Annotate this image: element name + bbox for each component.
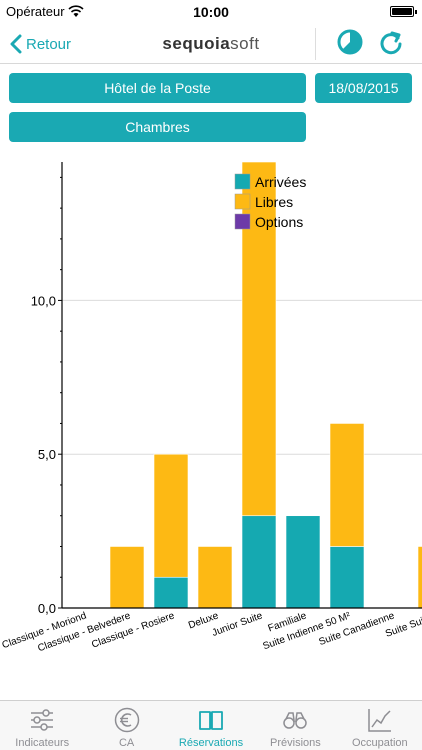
y-tick-label: 0,0: [38, 601, 56, 616]
tab-occupation[interactable]: Occupation: [338, 701, 422, 750]
legend-swatch: [234, 173, 251, 190]
carrier-label: Opérateur: [6, 4, 65, 19]
tab-label: CA: [118, 737, 135, 749]
bar-arrivées: [153, 576, 189, 609]
clock: 10:00: [193, 4, 229, 20]
hotel-selector-button[interactable]: Hôtel de la Poste: [9, 73, 306, 103]
tab-label: Prévisions: [270, 737, 321, 749]
legend-label: Arrivées: [255, 174, 306, 190]
category-selector-button[interactable]: Chambres: [9, 112, 306, 142]
tab-label: Occupation: [352, 737, 408, 749]
y-tick-label: 5,0: [38, 447, 56, 462]
legend-label: Options: [255, 214, 303, 230]
trend-chart-icon: [368, 709, 391, 732]
bar-libres: [109, 546, 145, 609]
back-button[interactable]: Retour: [10, 30, 71, 58]
wifi-icon: [68, 5, 84, 17]
euro-icon: [114, 707, 139, 733]
tab-previsions[interactable]: Prévisions: [253, 701, 337, 750]
date-selector-button[interactable]: 18/08/2015: [315, 73, 412, 103]
tab-bar: Indicateurs CA Réservations Prévisions: [0, 700, 422, 750]
bar-libres: [417, 546, 422, 609]
chevron-left-icon: [10, 34, 22, 54]
bar-arrivées: [329, 546, 365, 609]
nav-divider: [315, 28, 316, 60]
bar-libres: [197, 546, 233, 609]
nav-bar: Retour sequoiasoft: [0, 24, 422, 64]
legend-swatch: [234, 193, 251, 210]
status-bar: Opérateur 10:00: [0, 0, 422, 24]
pie-chart-icon[interactable]: [336, 28, 364, 56]
sliders-icon: [31, 709, 54, 731]
legend-swatch: [234, 213, 251, 230]
logo-light: soft: [230, 34, 260, 53]
tab-ca[interactable]: CA: [84, 701, 168, 750]
bar-arrivées: [241, 515, 277, 609]
battery-icon: [390, 6, 417, 17]
book-icon: [199, 711, 223, 730]
bar-arrivées: [285, 515, 321, 609]
x-tick-label: Junior Suite: [211, 610, 265, 639]
app-logo: sequoiasoft: [0, 34, 422, 54]
bar-libres: [153, 453, 189, 578]
tab-label: Indicateurs: [15, 737, 70, 749]
bar-libres: [329, 423, 365, 547]
tab-reservations[interactable]: Réservations: [169, 701, 253, 750]
legend-label: Libres: [255, 194, 293, 210]
tab-indicateurs[interactable]: Indicateurs: [0, 701, 84, 750]
tab-label: Réservations: [178, 737, 244, 749]
binoculars-icon: [283, 712, 308, 729]
refresh-icon[interactable]: [378, 29, 404, 55]
logo-bold: sequoia: [162, 34, 231, 53]
back-label: Retour: [26, 35, 72, 53]
y-tick-label: 10,0: [31, 293, 56, 308]
